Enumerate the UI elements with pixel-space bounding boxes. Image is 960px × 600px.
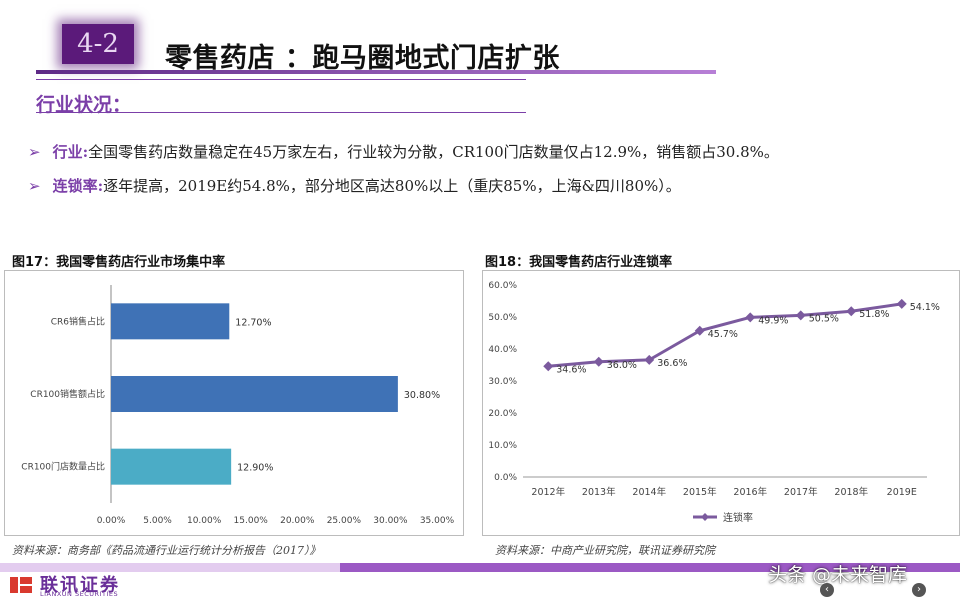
bullet-text: 逐年提高，2019E约54.8%，部分地区高达80%以上（重庆85%，上海&四川…	[103, 177, 681, 195]
figure-17-source: 资料来源：商务部《药品流通行业运行统计分析报告（2017）》	[12, 544, 321, 557]
line-data-label: 36.6%	[657, 358, 687, 369]
line-x-tick-label: 2014年	[632, 486, 666, 498]
line-y-tick-label: 10.0%	[488, 441, 517, 451]
bar-x-tick-label: 15.00%	[234, 516, 269, 526]
page-title: 零售药店 ：跑马圈地式门店扩张	[165, 43, 560, 74]
line-x-tick-label: 2019E	[887, 487, 917, 498]
line-point	[543, 361, 554, 372]
legend-label: 连锁率	[723, 511, 753, 524]
line-point	[694, 325, 705, 336]
footer-bar-light	[0, 563, 340, 572]
bar-value-label: 12.70%	[235, 317, 271, 328]
bullet-text: 全国零售药店数量稳定在45万家左右，行业较为分散，CR100门店数量仅占12.9…	[88, 143, 779, 161]
line-x-tick-label: 2018年	[834, 486, 868, 498]
bullet-chain-rate: ➢ 连锁率:逐年提高，2019E约54.8%，部分地区高达80%以上（重庆85%，…	[28, 175, 681, 196]
series-line-连锁率	[548, 302, 902, 368]
line-point	[644, 354, 655, 365]
line-data-label: 51.8%	[859, 309, 889, 320]
bar-2	[111, 448, 232, 485]
title-underline-thin	[36, 79, 526, 80]
line-data-label: 45.7%	[708, 329, 738, 340]
line-point	[795, 310, 806, 321]
line-y-tick-label: 40.0%	[488, 345, 517, 355]
line-data-label: 34.6%	[556, 364, 586, 375]
figure-17-chart-frame: CR6销售占比 12.70% CR100销售额占比 30.80% CR100门店数量占比…	[4, 270, 464, 536]
line-x-tick-label: 2016年	[733, 486, 767, 498]
bar-x-tick-label: 35.00%	[420, 516, 455, 526]
section-badge: 4-2	[62, 24, 134, 64]
line-data-label: 50.5%	[809, 313, 839, 324]
line-point	[846, 306, 857, 317]
title-underline	[36, 70, 716, 74]
line-data-label: 54.1%	[910, 302, 940, 313]
figure-18-title: 图18：我国零售药店行业连锁率	[485, 255, 673, 270]
line-y-tick-label: 50.0%	[488, 313, 517, 323]
line-y-tick-label: 0.0%	[494, 473, 517, 483]
line-data-label: 49.9%	[758, 315, 788, 326]
bar-category-label: CR6销售占比	[51, 315, 105, 327]
bullet-arrow-icon: ➢	[28, 177, 41, 195]
chain-rate-line-chart: 0.0% 10.0% 20.0% 30.0% 40.0% 50.0% 60.0% 2012年 2…	[488, 281, 940, 524]
subheading-underline	[36, 112, 526, 113]
line-data-label: 36.0%	[607, 360, 637, 371]
line-point	[745, 312, 756, 323]
bar-x-tick-label: 5.00%	[143, 516, 172, 526]
section-subheading: 行业状况：	[36, 94, 132, 116]
logo-text: 联讯证券	[40, 575, 120, 596]
line-y-tick-label: 20.0%	[488, 409, 517, 419]
footer-bar-dark	[340, 563, 960, 572]
bar-value-label: 12.90%	[237, 463, 273, 474]
watermark: 头条 @未来智库	[768, 564, 908, 586]
line-y-tick-label: 60.0%	[488, 281, 517, 291]
bar-x-tick-label: 20.00%	[280, 516, 315, 526]
figure-17-title: 图17：我国零售药店行业市场集中率	[12, 255, 226, 270]
bullet-key: 行业:	[52, 143, 89, 161]
bar-value-label: 30.80%	[404, 390, 440, 401]
line-point	[896, 298, 907, 309]
bar-x-tick-label: 0.00%	[97, 516, 126, 526]
bar-category-label: CR100门店数量占比	[21, 461, 105, 473]
line-point	[593, 356, 604, 367]
figure-18-chart-frame: 0.0% 10.0% 20.0% 30.0% 40.0% 50.0% 60.0% 2012年 2…	[482, 270, 960, 536]
prev-slide-button[interactable]: ‹	[820, 583, 834, 597]
logo-icon	[8, 574, 34, 596]
line-x-tick-label: 2017年	[784, 486, 818, 498]
line-y-tick-label: 30.0%	[488, 377, 517, 387]
bar-x-tick-label: 10.00%	[187, 516, 222, 526]
bar-1	[111, 376, 398, 412]
line-x-tick-label: 2013年	[582, 486, 616, 498]
bullet-arrow-icon: ➢	[28, 143, 41, 161]
line-x-tick-label: 2012年	[531, 486, 565, 498]
legend-marker	[701, 513, 709, 521]
line-x-tick-label: 2015年	[683, 486, 717, 498]
bullet-industry: ➢ 行业:全国零售药店数量稳定在45万家左右，行业较为分散，CR100门店数量仅占…	[28, 141, 779, 162]
concentration-bar-chart: CR6销售占比 12.70% CR100销售额占比 30.80% CR100门店数量占比…	[21, 285, 455, 526]
bar-x-tick-label: 25.00%	[327, 516, 362, 526]
bar-category-label: CR100销售额占比	[30, 388, 105, 400]
logo-subtext: LIANXUN SECURITIES	[40, 590, 119, 598]
figure-18-source: 资料来源：中商产业研究院，联讯证券研究院	[495, 544, 715, 557]
bar-0	[111, 303, 230, 340]
bar-x-tick-label: 30.00%	[373, 516, 408, 526]
bullet-key: 连锁率:	[52, 177, 104, 195]
next-slide-button[interactable]: ›	[912, 583, 926, 597]
